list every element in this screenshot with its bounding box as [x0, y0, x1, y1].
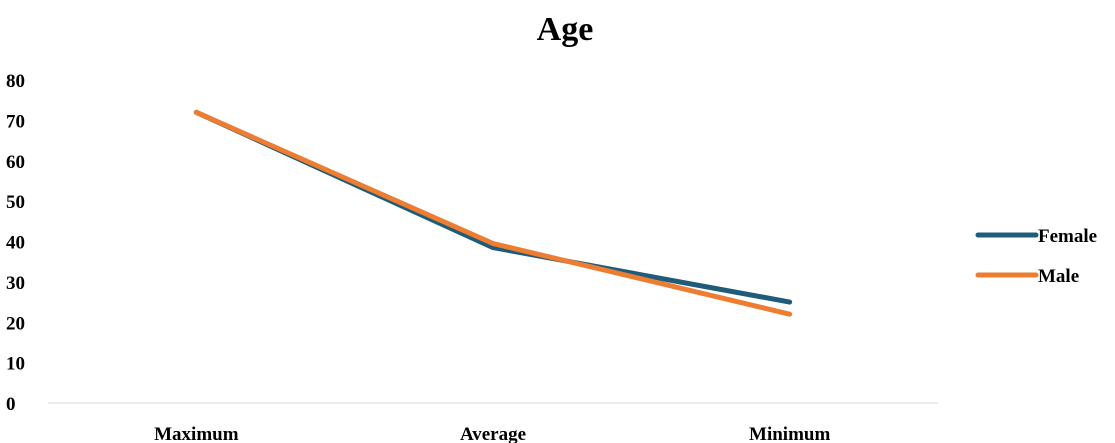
legend-label-female: Female	[1038, 226, 1097, 247]
y-tick-label: 30	[6, 273, 25, 294]
y-tick-label: 20	[6, 313, 25, 334]
y-tick-label: 60	[6, 152, 25, 173]
series-lines	[193, 109, 793, 317]
y-tick-label: 50	[6, 192, 25, 213]
series-line-female	[193, 109, 793, 305]
x-tick-label: Minimum	[749, 424, 830, 443]
y-tick-label: 10	[6, 354, 25, 375]
x-axis-ticks: Maximum Average Minimum	[154, 424, 830, 443]
legend-label-male: Male	[1038, 266, 1079, 287]
series-line-male	[193, 109, 793, 317]
y-tick-label: 40	[6, 233, 25, 254]
y-tick-label: 80	[6, 71, 25, 92]
y-axis-ticks: 0 10 20 30 40 50 60 70 80	[6, 71, 25, 415]
chart-title: Age	[537, 11, 594, 48]
y-tick-label: 70	[6, 111, 25, 132]
x-tick-label: Average	[460, 424, 526, 443]
legend: Female Male	[975, 226, 1097, 287]
x-tick-label: Maximum	[154, 424, 239, 443]
y-tick-label: 0	[6, 394, 16, 415]
